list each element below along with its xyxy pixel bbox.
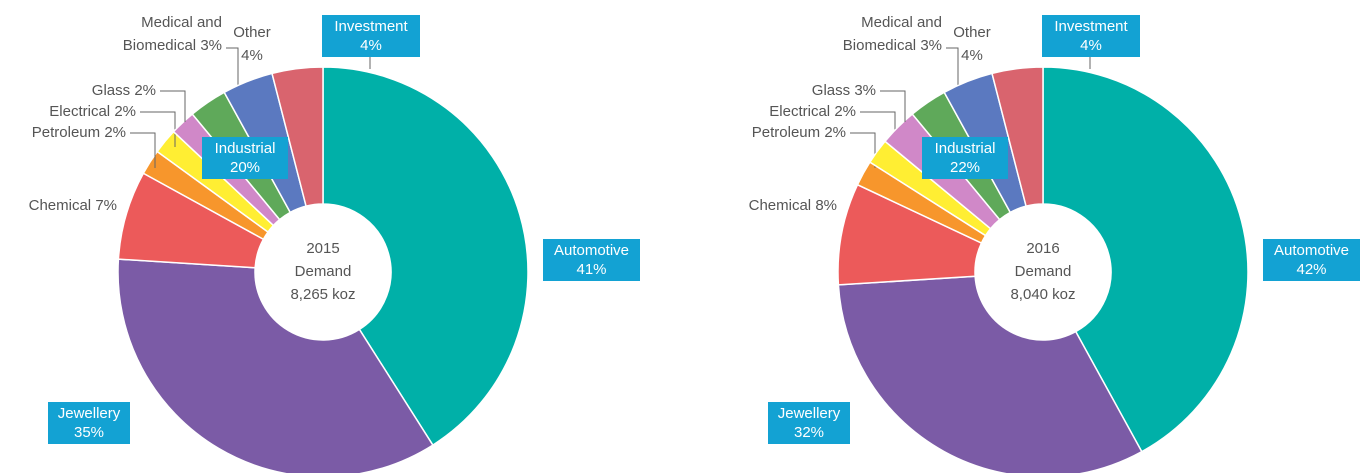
slice-value: 41% (576, 261, 607, 278)
leader-line (160, 90, 186, 122)
slice-value: 3% (854, 82, 876, 99)
slice-value: 32% (793, 424, 825, 441)
group-value: 20% (229, 159, 261, 176)
slice-label: Chemical 7% (0, 194, 117, 217)
slice-name: Glass (811, 82, 851, 99)
center-text: Demand (1015, 263, 1072, 280)
slice-value: 35% (73, 424, 105, 441)
slice-label-box: Jewellery 32% (768, 402, 850, 444)
leader-line (130, 132, 156, 168)
slice (991, 66, 1044, 208)
slice-label: Glass 2% (36, 79, 156, 102)
slice-name: Automotive (1273, 242, 1350, 259)
slice (271, 66, 324, 208)
slice-label-box: Jewellery 35% (48, 402, 130, 444)
slice-name: Petroleum (751, 124, 821, 141)
leader-line (226, 47, 239, 85)
slice-value: 4% (1080, 37, 1102, 54)
group-name: Industrial (934, 140, 996, 157)
leader-line (880, 90, 906, 122)
slice-label: Electrical 2% (16, 100, 136, 123)
slice-value: 8% (815, 197, 837, 214)
slice-value: 2% (134, 82, 156, 99)
slice-value: 4% (241, 47, 263, 64)
center-text: 2015 (306, 240, 339, 257)
slice-value: 2% (114, 103, 136, 120)
center-text: 8,265 koz (290, 286, 355, 303)
slice-name: Glass (91, 82, 131, 99)
slice-label: Petroleum 2% (726, 121, 846, 144)
group-name: Industrial (214, 140, 276, 157)
slice-name: Other (953, 24, 991, 41)
slice-name: Medical and Biomedical (842, 14, 942, 54)
slice-label-box: Automotive 42% (1263, 239, 1360, 281)
slice (117, 258, 434, 473)
leader-line (946, 47, 959, 85)
slice-name: Electrical (49, 103, 111, 120)
slice-value: 7% (95, 197, 117, 214)
slice-name: Jewellery (57, 405, 121, 422)
group-value: 22% (949, 159, 981, 176)
slice-label: Electrical 2% (736, 100, 856, 123)
slice-value: 2% (824, 124, 846, 141)
slice-label: Glass 3% (756, 79, 876, 102)
slice-name: Medical and Biomedical (122, 14, 222, 54)
slice-name: Investment (1054, 18, 1128, 35)
slice-name: Jewellery (777, 405, 841, 422)
slice-name: Chemical (748, 197, 812, 214)
slice-value: 4% (360, 37, 382, 54)
slice-label: Chemical 8% (717, 194, 837, 217)
slice-name: Other (233, 24, 271, 41)
center-text: 8,040 koz (1010, 286, 1075, 303)
slice-label-box: Investment 4% (322, 15, 420, 57)
slice (1042, 66, 1249, 453)
slice-value: 3% (920, 37, 942, 54)
slice-label-box: Investment 4% (1042, 15, 1140, 57)
slice-name: Petroleum (31, 124, 101, 141)
group-label-box: Industrial 20% (202, 137, 288, 179)
slice-name: Investment (334, 18, 408, 35)
slice-label: Other 4% (947, 21, 997, 67)
slice (322, 66, 529, 447)
slice-value: 4% (961, 47, 983, 64)
slice-label: Other 4% (227, 21, 277, 67)
leader-line (140, 111, 176, 147)
slice-label-box: Automotive 41% (543, 239, 640, 281)
slice-label: Medical and Biomedical 3% (110, 11, 222, 57)
slice-label: Medical and Biomedical 3% (830, 11, 942, 57)
slice-label: Petroleum 2% (6, 121, 126, 144)
slice (837, 275, 1143, 473)
slice-name: Chemical (28, 197, 92, 214)
slice-value: 2% (104, 124, 126, 141)
slice-value: 2% (834, 103, 856, 120)
slice-value: 3% (200, 37, 222, 54)
center-text: 2016 (1026, 240, 1059, 257)
slice-value: 42% (1296, 261, 1327, 278)
slice-name: Automotive (553, 242, 630, 259)
group-label-box: Industrial 22% (922, 137, 1008, 179)
slice-name: Electrical (769, 103, 831, 120)
center-text: Demand (295, 263, 352, 280)
